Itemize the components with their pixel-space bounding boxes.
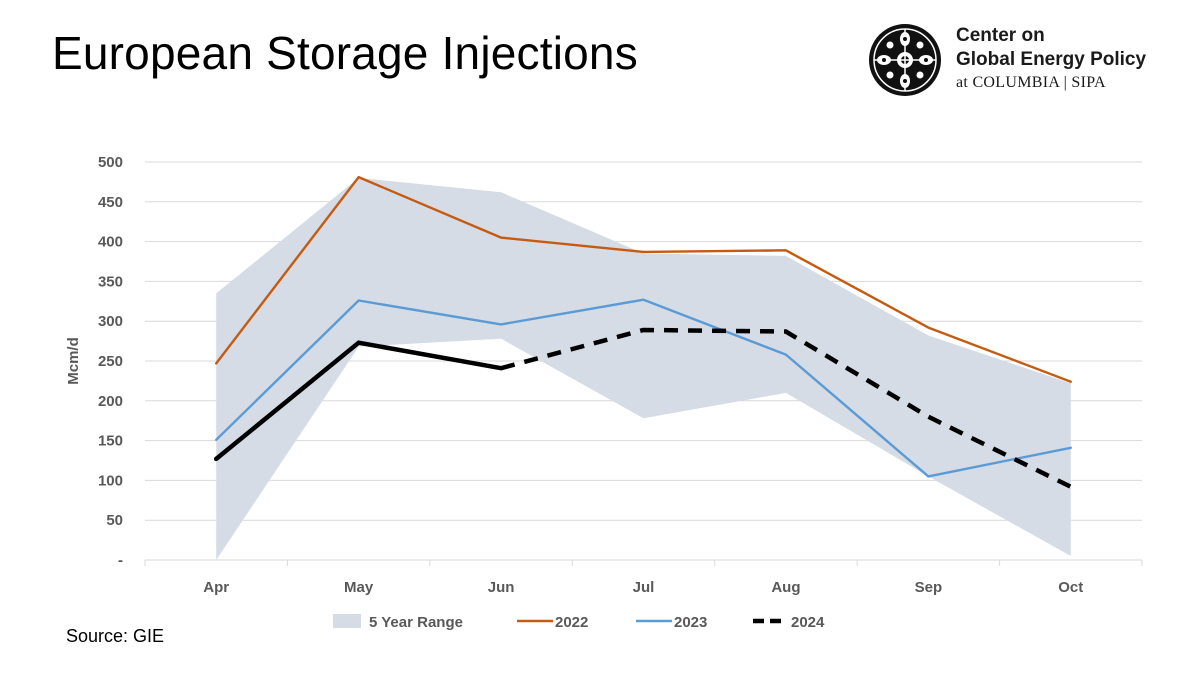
- y-tick-label: 500: [98, 154, 123, 171]
- legend-label: 2023: [674, 614, 707, 631]
- y-tick-label: 400: [98, 234, 123, 251]
- series-layer: [213, 175, 1072, 489]
- y-tick-label: -: [118, 552, 123, 569]
- columbia-crown-seal-icon: [869, 24, 941, 96]
- series-2024-solid: [213, 340, 504, 462]
- series-2023: [215, 298, 1072, 478]
- logo-line-1: Center on: [956, 25, 1045, 46]
- y-tick-label: 200: [98, 393, 123, 410]
- x-tick-label: May: [344, 579, 374, 596]
- range-band: [216, 177, 1071, 561]
- logo: Center on Global Energy Policy at COLUMB…: [868, 22, 1178, 98]
- y-tick-label: 350: [98, 273, 123, 290]
- series-2024-dashed: [500, 327, 1072, 489]
- logo-line-2: Global Energy Policy: [956, 49, 1147, 70]
- y-tick-label: 450: [98, 194, 123, 211]
- logo-line-3: at COLUMBIA | SIPA: [956, 74, 1106, 91]
- x-tick-label: Aug: [771, 579, 800, 596]
- y-axis-title: Mcm/d: [65, 337, 82, 385]
- legend-2023: 2023: [636, 614, 707, 631]
- series-2022: [215, 175, 1072, 383]
- x-tick-label: Sep: [915, 579, 943, 596]
- page-title: European Storage Injections: [52, 27, 638, 79]
- x-tick-label: Jun: [488, 579, 515, 596]
- legend-5-year-range: 5 Year Range: [333, 614, 463, 631]
- x-tick-label: Oct: [1058, 579, 1083, 596]
- y-tick-label: 50: [106, 512, 123, 529]
- legend-swatch: [333, 614, 361, 628]
- source-note: Source: GIE: [66, 626, 165, 646]
- range-area-layer: [216, 177, 1071, 561]
- legend: 5 Year Range 2022 2023 2024: [333, 614, 825, 631]
- y-tick-label: 300: [98, 313, 123, 330]
- logo-text: Center on Global Energy Policy at COLUMB…: [956, 24, 1146, 94]
- y-tick-label: 250: [98, 353, 123, 370]
- y-tick-label: 150: [98, 433, 123, 450]
- legend-label: 5 Year Range: [369, 614, 463, 631]
- legend-2022: 2022: [517, 614, 588, 631]
- x-tick-label: Apr: [203, 579, 229, 596]
- x-tick-label: Jul: [633, 579, 655, 596]
- legend-label: 2022: [555, 614, 588, 631]
- axis-layer: - 50 100 150 200 250 300 350 400 450 500 Apr May Jun J…: [65, 154, 1143, 596]
- y-tick-label: 100: [98, 472, 123, 489]
- legend-2024: 2024: [753, 614, 825, 631]
- legend-label: 2024: [791, 614, 825, 631]
